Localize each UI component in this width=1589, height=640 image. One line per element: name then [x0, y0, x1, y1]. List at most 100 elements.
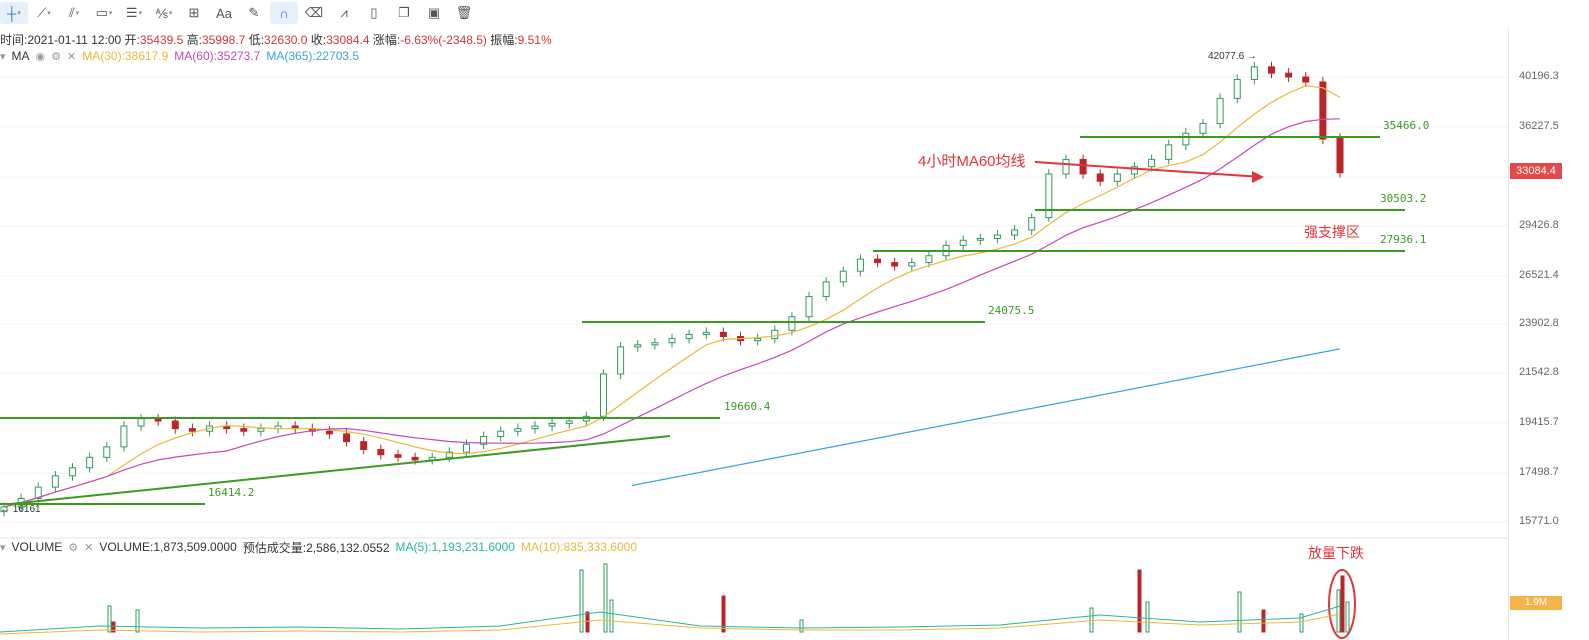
candle-body	[805, 296, 813, 318]
pattern-icon[interactable]: ⩘	[340, 5, 348, 20]
candle-body	[1216, 97, 1224, 125]
candle-body	[1096, 173, 1104, 182]
volume-bar	[135, 609, 140, 633]
candle-body	[497, 430, 505, 437]
volume-bar	[799, 619, 804, 633]
volume-bar	[1237, 591, 1242, 633]
candle-body	[462, 443, 470, 453]
collapse-arrow-icon[interactable]: ▾	[0, 541, 6, 554]
collapse-arrow-icon[interactable]: ▾	[0, 50, 6, 63]
candle-body	[754, 338, 762, 342]
settings-icon[interactable]: ⚙	[68, 541, 79, 554]
volume-bar	[111, 621, 116, 633]
open-label: 开:	[124, 33, 140, 47]
time-label: 时间:	[0, 33, 28, 47]
candle-body	[1199, 123, 1207, 134]
text-icon[interactable]: Aa	[216, 5, 232, 21]
annotation-volume: 放量下跌	[1308, 545, 1364, 561]
price-axis[interactable]: 40196.3 36227.5 29426.8 26521.4 23902.8 21542…	[1508, 27, 1589, 640]
lock-icon[interactable]: ▯	[370, 5, 378, 20]
candle-body	[719, 331, 727, 338]
price-tick: 23902.8	[1519, 317, 1559, 329]
candle-body	[360, 441, 368, 450]
ma60-value: MA(60):35273.7	[174, 49, 261, 63]
candle-body	[856, 258, 864, 272]
trendline-icon[interactable]: ⟋ ▾	[37, 5, 51, 20]
price-tick: 15771.0	[1519, 515, 1559, 527]
level-label: 24075.5	[988, 304, 1034, 317]
settings-icon[interactable]: ⚙	[51, 50, 62, 63]
candle-body	[1148, 158, 1156, 168]
volume-bar	[721, 595, 726, 633]
candle-body	[993, 234, 1001, 240]
price-tick: 17498.7	[1519, 466, 1559, 478]
volume-value: VOLUME:1,873,509.0000	[99, 540, 237, 554]
candle-body	[51, 475, 59, 488]
candle-body	[1011, 229, 1019, 236]
candle-body	[154, 418, 162, 422]
price-tick: 29426.8	[1519, 219, 1559, 231]
delete-icon[interactable]: 🗑	[455, 5, 473, 20]
ma-legend: ▾ MA ◉ ⚙ ✕ MA(30):38617.9 MA(60):35273.7…	[0, 48, 359, 64]
candle-body	[188, 428, 196, 432]
volume-bar	[1137, 569, 1142, 633]
low-value: 32630.0	[264, 33, 308, 47]
price-tick: 40196.3	[1519, 70, 1559, 82]
volume-bar	[107, 605, 112, 633]
estimated-volume: 预估成交量:2,586,132.0552	[242, 540, 390, 555]
candle-body	[565, 420, 573, 424]
ma-name: MA	[11, 49, 30, 63]
volume-ma5: MA(5):1,193,231.6000	[395, 540, 515, 554]
close-icon[interactable]: ✕	[84, 541, 94, 554]
ma30-line	[3, 85, 1341, 508]
close-icon[interactable]: ✕	[67, 50, 77, 63]
volume-bar	[1261, 609, 1266, 633]
ma365-line	[631, 348, 1341, 487]
candle-body	[1182, 132, 1190, 146]
fib-retracement-icon[interactable]: ☰ ▾	[125, 5, 143, 20]
level-label: 35466.0	[1383, 119, 1429, 132]
volume-ma10: MA(10):835,333.6000	[520, 540, 638, 554]
candle-body	[891, 262, 899, 267]
candle-body	[343, 433, 351, 443]
candle-body	[651, 342, 659, 346]
candle-body	[325, 430, 333, 435]
low-point-label: ← 16161	[0, 504, 41, 515]
price-chart[interactable]: 35466.0 30503.2 27936.1 24075.5 19660.4 16414…	[0, 0, 1508, 640]
annotation-ma60: 4小时MA60均线	[918, 153, 1026, 170]
candle-body	[788, 316, 796, 331]
gann-icon[interactable]: ⅍ ▾	[155, 5, 173, 21]
candle-body	[1165, 144, 1173, 160]
candle-body	[771, 329, 779, 340]
candle-body	[702, 331, 710, 335]
candle-body	[531, 425, 539, 430]
volume-bar	[1345, 601, 1350, 633]
ma365-value: MA(365):22703.5	[266, 49, 360, 63]
crosshair-icon[interactable]: ┼ ▾	[0, 2, 28, 24]
rectangle-icon[interactable]: ▭ ▾	[95, 5, 113, 20]
volume-ma5-line	[0, 605, 1341, 633]
eraser-icon[interactable]: ⌫	[304, 5, 324, 20]
volume-legend: ▾ VOLUME ⚙ ✕ VOLUME:1,873,509.0000 预估成交量…	[0, 539, 637, 555]
volume-bar	[1145, 601, 1150, 633]
annotation-circle	[1328, 569, 1356, 639]
candle-body	[548, 422, 556, 427]
eye-icon[interactable]: ◉	[35, 50, 46, 63]
measure-icon[interactable]: ⊞	[188, 5, 200, 20]
candle-body	[668, 338, 676, 344]
volume-bar	[603, 563, 608, 633]
candle-body	[377, 448, 385, 456]
screenshot-icon[interactable]: ▣	[427, 5, 441, 20]
volume-ma10-line	[0, 613, 1341, 635]
parallel-channel-icon[interactable]: ⫽ ▾	[68, 5, 80, 20]
high-label: 高:	[186, 33, 202, 47]
candle-body	[1113, 173, 1121, 182]
price-tick: 36227.5	[1519, 120, 1559, 132]
level-label: 27936.1	[1380, 233, 1426, 246]
candle-body	[1336, 137, 1344, 174]
magnet-icon[interactable]: ∩	[270, 2, 298, 24]
copy-icon[interactable]: ❐	[398, 5, 410, 20]
volume-bar	[1340, 575, 1345, 633]
open-value: 35439.5	[139, 33, 184, 47]
brush-icon[interactable]: ✎	[248, 5, 260, 20]
